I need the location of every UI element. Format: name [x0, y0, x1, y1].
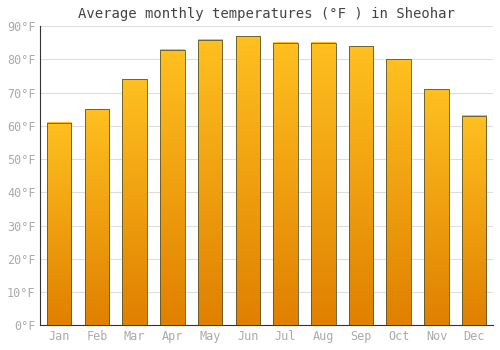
Bar: [198, 40, 222, 325]
Bar: [236, 36, 260, 325]
Bar: [386, 60, 411, 325]
Bar: [348, 46, 374, 325]
Bar: [160, 50, 184, 325]
Bar: [311, 43, 336, 325]
Title: Average monthly temperatures (°F ) in Sheohar: Average monthly temperatures (°F ) in Sh…: [78, 7, 455, 21]
Bar: [122, 79, 147, 325]
Bar: [47, 122, 72, 325]
Bar: [424, 89, 448, 325]
Bar: [462, 116, 486, 325]
Bar: [274, 43, 298, 325]
Bar: [84, 109, 109, 325]
